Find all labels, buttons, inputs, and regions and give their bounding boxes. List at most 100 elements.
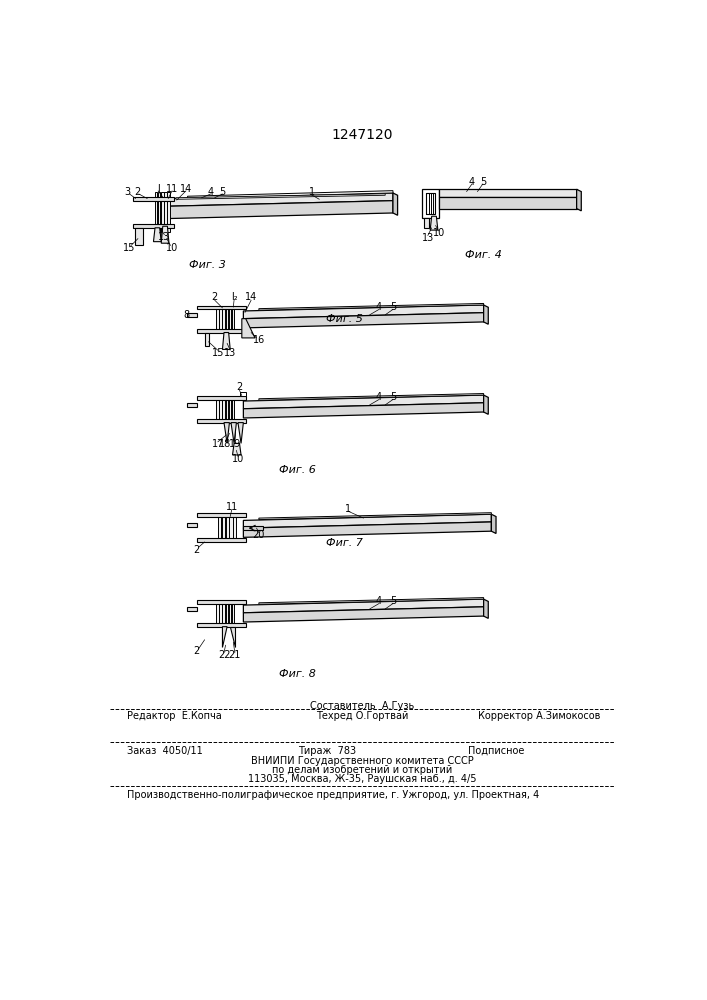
Polygon shape (197, 600, 246, 604)
Polygon shape (259, 303, 484, 310)
Text: 1247120: 1247120 (331, 128, 392, 142)
Polygon shape (197, 513, 246, 517)
Polygon shape (223, 627, 227, 647)
Text: 2: 2 (236, 382, 243, 392)
Polygon shape (421, 189, 438, 218)
Polygon shape (243, 313, 484, 328)
Polygon shape (161, 192, 163, 232)
Polygon shape (243, 395, 484, 409)
Polygon shape (484, 305, 489, 324)
Text: 20: 20 (252, 530, 265, 540)
Polygon shape (168, 193, 393, 206)
Text: ВНИИПИ Государственного комитета СССР: ВНИИПИ Государственного комитета СССР (250, 756, 473, 766)
Polygon shape (161, 226, 169, 243)
Polygon shape (168, 201, 393, 219)
Polygon shape (135, 228, 143, 245)
Text: 13: 13 (421, 233, 434, 243)
Text: 10: 10 (433, 228, 445, 238)
Polygon shape (187, 191, 393, 199)
Polygon shape (240, 392, 246, 396)
Text: Редактор  Е.Копча: Редактор Е.Копча (127, 711, 222, 721)
Text: 10: 10 (232, 454, 244, 464)
Text: 21: 21 (228, 650, 241, 660)
Text: Фиг. 8: Фиг. 8 (279, 669, 316, 679)
Polygon shape (243, 522, 491, 537)
Text: 14: 14 (245, 292, 257, 302)
Text: 13: 13 (224, 348, 236, 358)
Text: 22: 22 (218, 650, 230, 660)
Polygon shape (219, 397, 222, 423)
Text: 13: 13 (158, 232, 170, 242)
Polygon shape (424, 218, 428, 228)
Text: Тираж  783: Тираж 783 (298, 746, 356, 756)
Polygon shape (242, 319, 255, 338)
Polygon shape (438, 197, 577, 209)
Polygon shape (219, 307, 222, 333)
Polygon shape (223, 307, 225, 333)
Polygon shape (204, 333, 209, 346)
Text: 15: 15 (123, 243, 136, 253)
Polygon shape (158, 192, 160, 232)
Polygon shape (223, 601, 225, 627)
Polygon shape (243, 403, 484, 418)
Polygon shape (134, 197, 174, 201)
Text: l₂: l₂ (230, 292, 238, 302)
Text: 5: 5 (219, 187, 226, 197)
Polygon shape (426, 193, 435, 214)
Text: по делам изобретений и открытий: по делам изобретений и открытий (271, 765, 452, 775)
Polygon shape (231, 423, 236, 443)
Polygon shape (224, 423, 230, 443)
Polygon shape (233, 514, 236, 542)
Polygon shape (223, 397, 225, 423)
Text: 5: 5 (390, 392, 396, 402)
Text: 16: 16 (252, 335, 265, 345)
Text: Составитель  А.Гузь: Составитель А.Гузь (310, 701, 414, 711)
Polygon shape (197, 538, 246, 542)
Polygon shape (491, 514, 496, 533)
Polygon shape (228, 397, 231, 423)
Text: l: l (157, 184, 160, 194)
Text: Подписное: Подписное (468, 746, 525, 756)
Polygon shape (393, 193, 397, 215)
Text: Заказ  4050/11: Заказ 4050/11 (127, 746, 203, 756)
Polygon shape (155, 192, 158, 232)
Polygon shape (577, 189, 581, 211)
Text: Фиг. 7: Фиг. 7 (326, 538, 363, 548)
Polygon shape (243, 599, 484, 613)
Polygon shape (216, 601, 218, 627)
Polygon shape (197, 329, 246, 333)
Text: 10: 10 (166, 243, 178, 253)
Polygon shape (243, 305, 484, 319)
Polygon shape (222, 514, 225, 542)
Polygon shape (232, 307, 234, 333)
Text: Производственно-полиграфическое предприятие, г. Ужгород, ул. Проектная, 4: Производственно-полиграфическое предприя… (127, 790, 539, 800)
Polygon shape (187, 523, 197, 527)
Polygon shape (219, 601, 222, 627)
Text: 11: 11 (226, 502, 238, 512)
Polygon shape (243, 526, 263, 530)
Polygon shape (228, 601, 231, 627)
Polygon shape (226, 307, 228, 333)
Polygon shape (197, 623, 246, 627)
Polygon shape (484, 599, 489, 618)
Polygon shape (259, 394, 484, 400)
Polygon shape (232, 397, 234, 423)
Text: 4: 4 (376, 392, 382, 402)
Polygon shape (259, 598, 484, 604)
Text: Техред О.Гортвай: Техред О.Гортвай (316, 711, 408, 721)
Polygon shape (230, 627, 235, 647)
Polygon shape (238, 423, 243, 443)
Polygon shape (259, 513, 491, 520)
Text: 8: 8 (184, 310, 190, 320)
Polygon shape (223, 333, 230, 349)
Polygon shape (243, 514, 491, 528)
Text: Фиг. 5: Фиг. 5 (326, 314, 363, 324)
Text: 2: 2 (211, 292, 218, 302)
Polygon shape (187, 403, 197, 407)
Polygon shape (233, 443, 241, 455)
Text: 11: 11 (166, 184, 178, 194)
Text: 113035, Москва, Ж-35, Раушская наб., д. 4/5: 113035, Москва, Ж-35, Раушская наб., д. … (247, 774, 477, 784)
Polygon shape (164, 192, 167, 232)
Text: 1: 1 (308, 187, 315, 197)
Text: 1: 1 (345, 504, 351, 514)
